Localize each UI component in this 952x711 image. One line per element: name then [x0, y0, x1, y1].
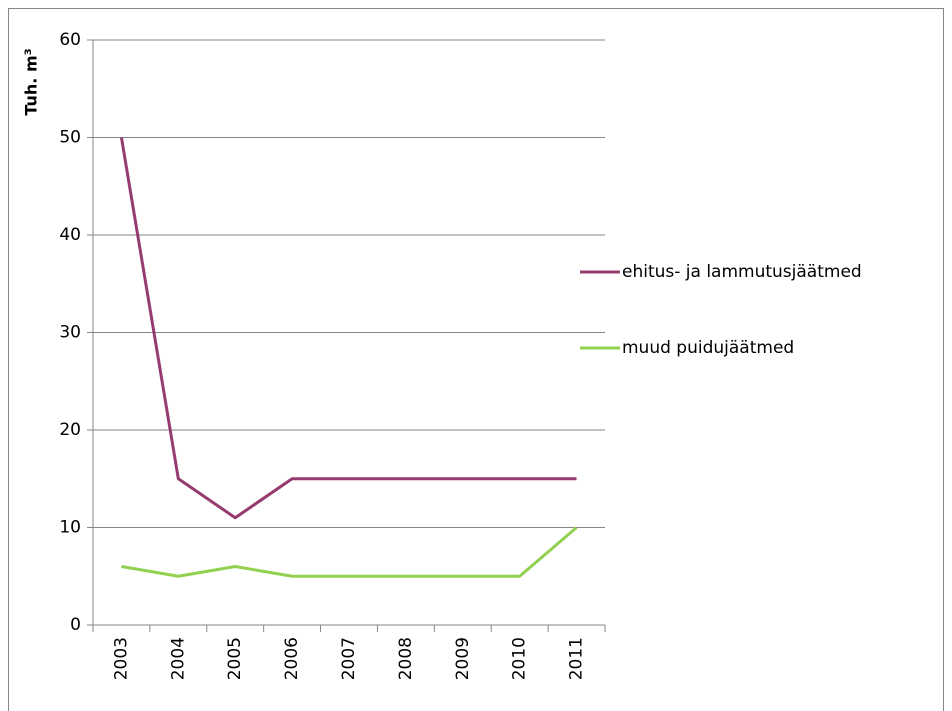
x-tick-label: 2003 — [111, 637, 131, 680]
x-tick-label: 2004 — [168, 637, 188, 680]
x-tick-label: 2007 — [339, 637, 359, 680]
y-axis-label: Tuh. m³ — [22, 48, 41, 115]
y-tick-label: 20 — [59, 420, 81, 440]
chart-frame — [8, 8, 944, 711]
y-tick-label: 60 — [59, 30, 81, 50]
x-tick-label: 2010 — [510, 637, 530, 680]
x-tick-label: 2008 — [396, 637, 416, 680]
y-tick-label: 0 — [70, 615, 81, 635]
x-tick-label: 2006 — [282, 637, 302, 680]
y-tick-label: 40 — [59, 225, 81, 245]
legend-label: ehitus- ja lammutusjäätmed — [622, 262, 862, 282]
x-tick-label: 2011 — [567, 637, 587, 680]
legend-label: muud puidujäätmed — [622, 338, 794, 358]
series-line — [121, 526, 578, 578]
x-tick-label: 2005 — [225, 637, 245, 680]
y-tick-label: 30 — [59, 323, 81, 343]
y-tick-label: 10 — [59, 518, 81, 538]
x-tick-label: 2009 — [453, 637, 473, 680]
y-tick-label: 50 — [59, 128, 81, 148]
series-line — [119, 137, 577, 520]
